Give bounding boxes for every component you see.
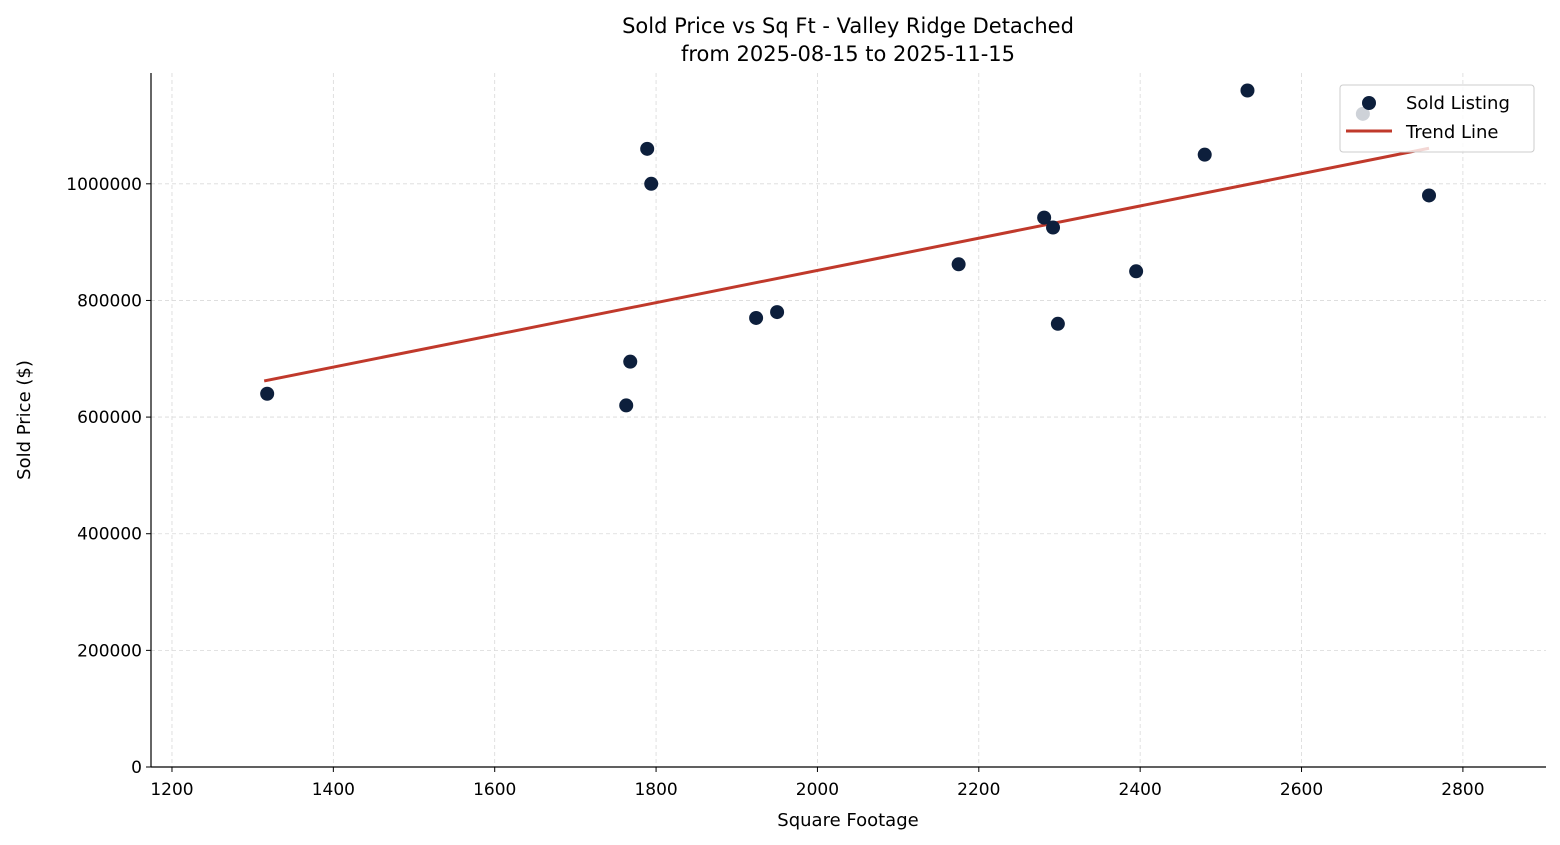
x-tick-label: 1600	[473, 780, 516, 800]
data-point	[1037, 210, 1052, 225]
x-axis-label: Square Footage	[777, 810, 918, 831]
trend-line-group	[263, 146, 1430, 383]
y-axis-label: Sold Price ($)	[14, 360, 35, 480]
data-point	[770, 305, 785, 320]
x-tick-label: 2400	[1119, 780, 1162, 800]
data-point	[623, 354, 638, 369]
x-ticks: 1200 1400 1600 1800 2000 2200 2400 2600 2800	[150, 767, 1485, 800]
grid	[151, 73, 1546, 768]
legend-label-sold-listing: Sold Listing	[1406, 93, 1510, 114]
y-tick-label: 400000	[77, 525, 142, 545]
y-tick-label: 1000000	[66, 175, 142, 195]
y-tick-label: 200000	[77, 641, 142, 661]
x-tick-label: 1800	[634, 780, 677, 800]
data-point	[749, 310, 764, 325]
legend-marker-sold-listing	[1362, 96, 1376, 110]
data-point	[1197, 147, 1212, 162]
legend-box	[1339, 84, 1535, 153]
y-tick-label: 600000	[77, 408, 142, 428]
legend-label-trend-line: Trend Line	[1405, 122, 1499, 143]
data-point	[1240, 83, 1255, 98]
trend-line	[263, 146, 1430, 383]
chart-subtitle: from 2025-08-15 to 2025-11-15	[681, 42, 1015, 66]
data-point	[1129, 264, 1144, 279]
x-tick-label: 2600	[1280, 780, 1323, 800]
points-group	[260, 83, 1437, 413]
x-tick-label: 1200	[150, 780, 193, 800]
data-point	[260, 386, 275, 401]
y-tick-label: 0	[131, 758, 142, 778]
x-tick-label: 2800	[1441, 780, 1484, 800]
y-tick-label: 800000	[77, 291, 142, 311]
chart-title: Sold Price vs Sq Ft - Valley Ridge Detac…	[622, 14, 1074, 38]
x-tick-label: 2200	[957, 780, 1000, 800]
data-point	[1422, 188, 1437, 203]
data-point	[640, 141, 655, 156]
data-point	[644, 176, 659, 191]
data-point	[1046, 220, 1061, 235]
legend: Sold Listing Trend Line	[1339, 84, 1535, 153]
x-tick-label: 2000	[796, 780, 839, 800]
data-point	[619, 398, 634, 413]
data-point	[1050, 316, 1065, 331]
x-tick-label: 1400	[312, 780, 355, 800]
y-ticks: 0 200000 400000 600000 800000 1000000	[66, 175, 151, 778]
data-point	[951, 257, 966, 272]
